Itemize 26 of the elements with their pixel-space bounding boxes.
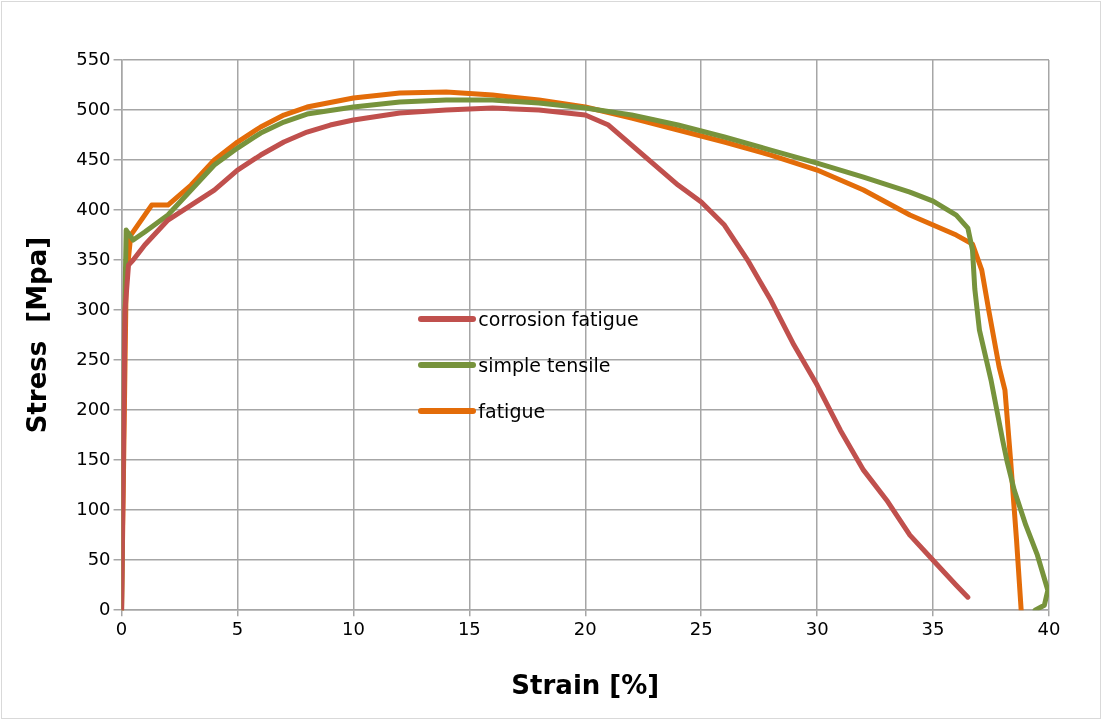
x-tick-label: 25 [689, 617, 713, 639]
y-tick-label: 450 [76, 147, 111, 169]
y-tick-label: 550 [76, 47, 111, 69]
legend-label: fatigue [478, 400, 546, 423]
x-tick-label: 40 [1037, 617, 1061, 639]
x-tick-label: 10 [341, 617, 365, 639]
x-tick-label: 15 [457, 617, 481, 639]
x-axis-title: Strain [%] [511, 670, 660, 701]
legend-label: simple tensile [478, 354, 611, 377]
x-tick-label: 35 [921, 617, 945, 639]
y-tick-label: 300 [76, 297, 111, 319]
y-tick-label: 0 [99, 597, 111, 619]
y-tick-label: 250 [76, 347, 111, 369]
y-tick-label: 200 [76, 397, 111, 419]
y-tick-label: 400 [76, 197, 111, 219]
x-tick-label: 0 [115, 617, 128, 639]
y-axis-title: Stress [Mpa] [22, 236, 53, 434]
x-tick-label: 20 [573, 617, 597, 639]
y-tick-label: 50 [87, 547, 111, 569]
x-tick-label: 30 [805, 617, 829, 639]
y-tick-label: 150 [76, 447, 111, 469]
y-tick-label: 350 [76, 247, 111, 269]
x-tick-label: 5 [231, 617, 244, 639]
y-tick-label: 100 [76, 497, 111, 519]
legend-label: corrosion fatigue [478, 308, 639, 331]
y-tick-label: 500 [76, 97, 111, 119]
